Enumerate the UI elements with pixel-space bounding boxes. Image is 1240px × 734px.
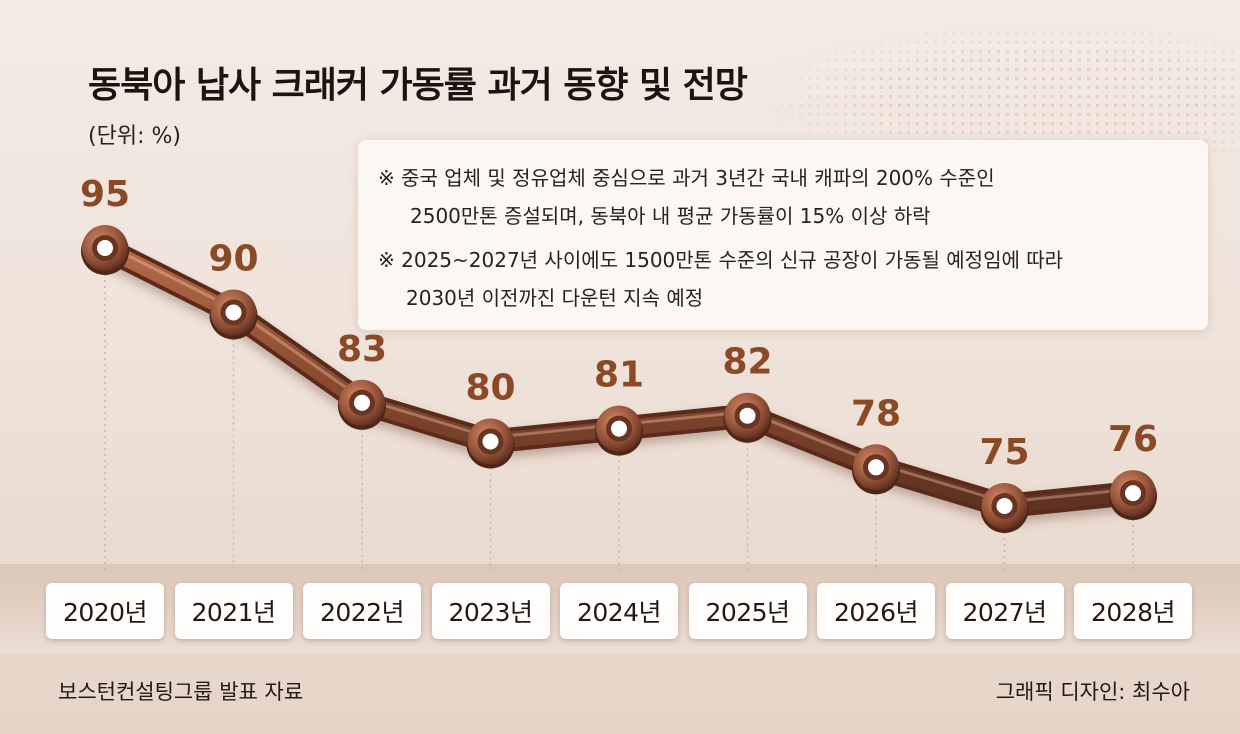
x-tick-label: 2026년: [817, 583, 935, 639]
data-point-marker: [852, 444, 900, 495]
note-line-1: ※ 중국 업체 및 정유업체 중심으로 과거 3년간 국내 캐파의 200% 수…: [378, 166, 995, 190]
source-label: 보스턴컨설팅그룹 발표 자료: [58, 680, 304, 704]
credit-label: 그래픽 디자인: 최수아: [995, 680, 1190, 704]
data-label: 76: [1108, 419, 1158, 460]
data-point-marker: [595, 405, 643, 456]
data-point-marker: [209, 289, 258, 340]
data-point-marker: [466, 418, 515, 469]
chart-title: 동북아 납사 크래커 가동률 과거 동향 및 전망: [88, 65, 748, 106]
data-point-marker: [81, 225, 129, 275]
data-label: 90: [208, 239, 258, 280]
note-line-4: 2030년 이전까진 다운턴 지속 예정: [406, 286, 704, 310]
notes-box: ※ 중국 업체 및 정유업체 중심으로 과거 3년간 국내 캐파의 200% 수…: [358, 140, 1208, 330]
x-tick-label: 2024년: [560, 583, 678, 639]
x-tick-label: 2028년: [1074, 583, 1192, 639]
data-label: 78: [851, 393, 901, 434]
x-tick-label: 2025년: [688, 583, 807, 639]
x-tick-label: 2022년: [303, 583, 421, 639]
data-label: 95: [80, 174, 130, 215]
data-point-marker: [338, 379, 386, 430]
data-point-marker: [723, 392, 772, 443]
data-point-marker: [980, 483, 1029, 533]
data-label: 82: [722, 342, 772, 383]
x-tick-label: 2020년: [46, 583, 164, 639]
x-tick-label: 2023년: [431, 583, 550, 639]
data-label: 75: [979, 432, 1029, 473]
data-point-marker: [1109, 470, 1157, 521]
unit-label: (단위: %): [88, 124, 181, 149]
x-tick-label: 2027년: [945, 583, 1064, 639]
data-label: 83: [337, 329, 387, 370]
data-label: 80: [465, 368, 515, 409]
note-line-3: ※ 2025~2027년 사이에도 1500만톤 수준의 신규 공장이 가동될 …: [378, 248, 1064, 272]
x-tick-label: 2021년: [174, 583, 293, 639]
data-label: 81: [594, 355, 644, 396]
note-line-2: 2500만톤 증설되며, 동북아 내 평균 가동률이 15% 이상 하락: [410, 204, 931, 228]
